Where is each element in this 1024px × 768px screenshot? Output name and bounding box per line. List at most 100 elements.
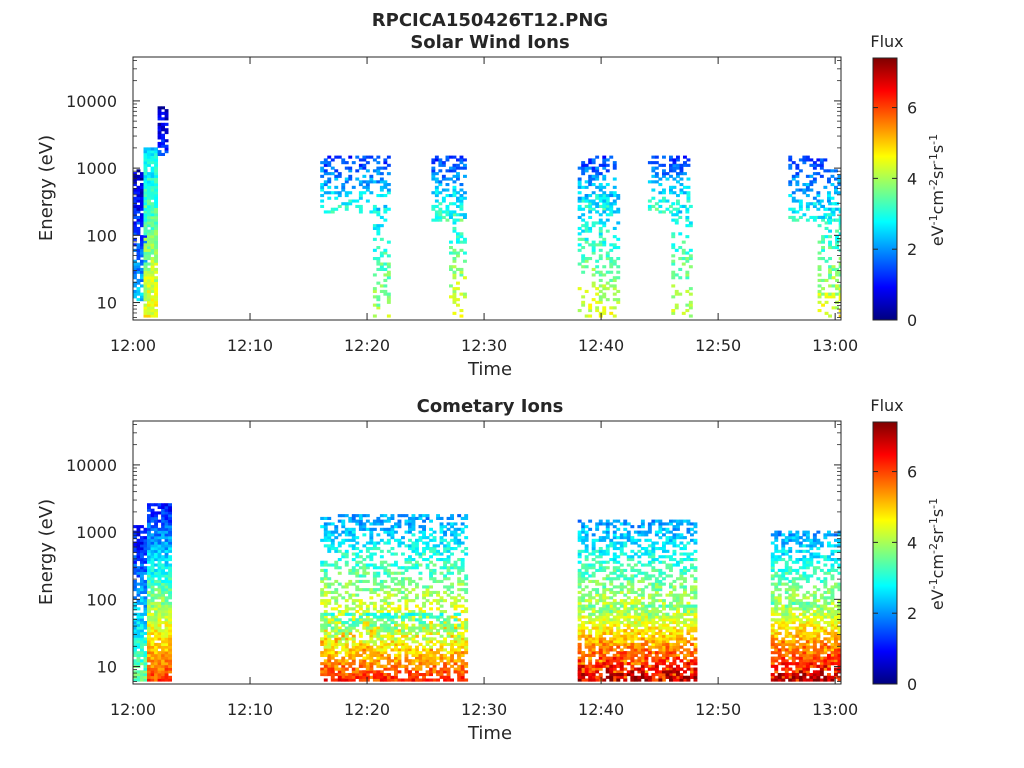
heatmap-cell	[644, 533, 649, 537]
heatmap-cell	[418, 678, 423, 682]
heatmap-cell	[685, 235, 690, 239]
heatmap-cell	[450, 629, 454, 633]
x-tick-label: 13:00	[812, 336, 858, 355]
heatmap-cell	[390, 525, 395, 529]
heatmap-cell	[397, 642, 402, 646]
heatmap-cell	[651, 678, 656, 682]
heatmap-cell	[453, 530, 458, 534]
heatmap-cell	[459, 213, 464, 217]
heatmap-cell	[662, 199, 666, 203]
heatmap-cell	[676, 210, 680, 214]
heatmap-cell	[161, 117, 165, 121]
heatmap-cell	[143, 662, 148, 666]
heatmap-cell	[591, 607, 596, 611]
heatmap-cell	[693, 588, 698, 592]
heatmap-cell	[379, 224, 384, 228]
heatmap-cell	[157, 667, 162, 671]
heatmap-cell	[824, 300, 829, 304]
heatmap-cell	[341, 678, 346, 682]
heatmap-cell	[362, 544, 367, 548]
heatmap-cell	[408, 631, 412, 635]
heatmap-cell	[344, 177, 349, 181]
heatmap-cell	[383, 673, 388, 677]
heatmap-cell	[133, 544, 137, 548]
heatmap-cell	[605, 229, 610, 233]
heatmap-cell	[658, 536, 663, 540]
heatmap-cell	[654, 174, 659, 178]
heatmap-cell	[443, 577, 447, 581]
heatmap-cell	[612, 585, 617, 589]
heatmap-cell	[674, 292, 679, 296]
heatmap-cell	[411, 651, 416, 655]
heatmap-cell	[828, 314, 832, 318]
heatmap-cell	[351, 656, 356, 660]
heatmap-cell	[450, 656, 454, 660]
heatmap-cell	[651, 541, 656, 545]
heatmap-cell	[136, 651, 141, 655]
heatmap-cell	[429, 645, 433, 649]
heatmap-cell	[365, 626, 370, 630]
heatmap-cell	[147, 615, 151, 619]
heatmap-cell	[662, 560, 666, 564]
heatmap-cell	[581, 549, 586, 553]
heatmap-cell	[362, 155, 367, 159]
heatmap-cell	[157, 150, 162, 154]
heatmap-cell	[598, 248, 603, 252]
heatmap-cell	[168, 670, 172, 674]
heatmap-cell	[161, 599, 165, 603]
heatmap-cell	[439, 525, 444, 529]
heatmap-cell	[383, 262, 388, 266]
heatmap-cell	[150, 637, 155, 641]
heatmap-cell	[450, 664, 454, 668]
heatmap-cell	[429, 601, 433, 605]
heatmap-cell	[674, 306, 679, 310]
heatmap-cell	[432, 667, 437, 671]
heatmap-cell	[323, 615, 328, 619]
heatmap-cell	[602, 560, 607, 564]
heatmap-cell	[168, 590, 172, 594]
heatmap-cell	[463, 163, 467, 167]
heatmap-cell	[154, 213, 158, 217]
heatmap-cell	[376, 262, 381, 266]
heatmap-cell	[150, 590, 155, 594]
heatmap-cell	[140, 662, 144, 666]
heatmap-cell	[464, 623, 469, 627]
heatmap-cell	[394, 642, 398, 646]
heatmap-cell	[651, 166, 656, 170]
heatmap-cell	[812, 196, 817, 200]
heatmap-cell	[323, 536, 328, 540]
heatmap-cell	[431, 204, 436, 208]
heatmap-cell	[595, 166, 600, 170]
heatmap-cell	[358, 648, 363, 652]
heatmap-cell	[672, 634, 677, 638]
heatmap-cell	[676, 158, 680, 162]
heatmap-cell	[633, 552, 638, 556]
heatmap-cell	[168, 516, 172, 520]
heatmap-cell	[369, 538, 374, 542]
heatmap-cell	[443, 544, 447, 548]
heatmap-cell	[143, 218, 148, 222]
heatmap-cell	[588, 574, 593, 578]
heatmap-cell	[644, 574, 649, 578]
heatmap-cell	[351, 651, 356, 655]
heatmap-cell	[453, 566, 458, 570]
heatmap-cell	[372, 601, 377, 605]
heatmap-cell	[320, 563, 325, 567]
heatmap-cell	[157, 536, 162, 540]
heatmap-cell	[320, 590, 325, 594]
heatmap-cell	[358, 612, 363, 616]
heatmap-cell	[147, 300, 151, 304]
heatmap-cell	[133, 221, 137, 225]
heatmap-cell	[415, 563, 419, 567]
heatmap-cell	[623, 673, 628, 677]
heatmap-cell	[365, 610, 370, 614]
heatmap-cell	[161, 610, 165, 614]
heatmap-cell	[588, 309, 593, 313]
heatmap-cell	[164, 505, 169, 509]
heatmap-cell	[450, 648, 454, 652]
heatmap-cell	[588, 210, 593, 214]
heatmap-cell	[327, 631, 332, 635]
heatmap-cell	[690, 590, 694, 594]
heatmap-cell	[372, 289, 377, 293]
heatmap-cell	[463, 213, 467, 217]
